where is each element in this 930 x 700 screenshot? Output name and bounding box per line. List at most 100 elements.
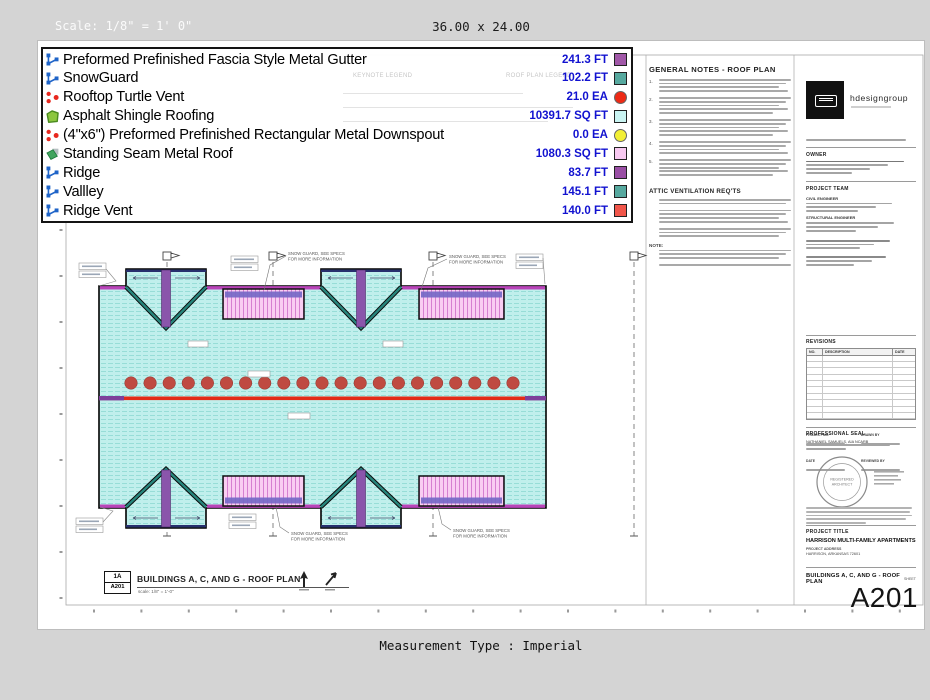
professional-seal-stamp: REGISTERED ARCHITECT — [816, 456, 904, 508]
line-icon — [45, 203, 60, 218]
legend-item-label: Standing Seam Metal Roof — [63, 145, 233, 162]
svg-text:SNOW GUARD, SEE SPECS: SNOW GUARD, SEE SPECS — [453, 528, 510, 533]
roof-plan-drawing: SNOW GUARD, SEE SPECS FOR MORE INFORMATI… — [59, 54, 924, 613]
legend-item-swatch — [614, 128, 627, 142]
firm-tagline — [851, 106, 891, 108]
revisions-table: NO. DESCRIPTION DATE — [806, 347, 916, 421]
surface-icon — [45, 146, 60, 161]
legend-panel: KEYNOTE LEGEND ROOF PLAN LEGEND Preforme… — [41, 47, 633, 223]
rev-col-date: DATE — [895, 349, 905, 354]
legend-item-swatch — [614, 147, 627, 161]
legend-item-value: 10391.7 SQ FT — [529, 110, 608, 123]
sheet-label: SHEET — [904, 577, 916, 581]
legend-item[interactable]: Vallley 145.1 FT — [45, 183, 627, 200]
north-arrow-icons — [299, 571, 337, 591]
professional-seal-section: PROFESSIONAL SEAL NATHANIEL SAMUELS, AIA… — [806, 431, 916, 452]
svg-text:SNOW GUARD, SEE SPECS: SNOW GUARD, SEE SPECS — [291, 531, 348, 536]
plan-north-icon — [299, 571, 309, 591]
view-title-rule — [137, 586, 349, 588]
section-flags — [162, 251, 648, 261]
legend-item-label: Ridge Vent — [63, 202, 133, 219]
svg-text:ARCHITECT: ARCHITECT — [832, 483, 853, 487]
legend-item-swatch — [614, 185, 627, 199]
gutter-lines — [100, 269, 545, 528]
line-icon — [45, 71, 60, 86]
svg-text:FOR MORE INFORMATION: FOR MORE INFORMATION — [449, 260, 503, 265]
legend-item[interactable]: Rooftop Turtle Vent 21.0 EA — [45, 89, 627, 106]
project-no-label: PROJECT NO. — [806, 433, 829, 438]
title-block: hdesigngroup OWNER PROJECT TEAM CIVIL EN… — [796, 55, 923, 613]
owner-label: OWNER — [806, 152, 827, 158]
revisions-label: REVISIONS — [806, 339, 836, 345]
revision-row — [807, 368, 915, 375]
view-title-bar: 1A A201 BUILDINGS A, C, AND G - ROOF PLA… — [104, 571, 404, 601]
legend-item-value: 1080.3 SQ FT — [535, 147, 608, 160]
legend-item-swatch — [614, 109, 627, 123]
measurement-type-readout: Measurement Type : Imperial — [379, 638, 583, 653]
legend-item-value: 145.1 FT — [561, 185, 608, 198]
sheet-viewport[interactable]: SNOW GUARD, SEE SPECS FOR MORE INFORMATI… — [37, 40, 925, 630]
legend-item-label: Ridge — [63, 164, 101, 181]
legend-item-label: Preformed Prefinished Fascia Style Metal… — [63, 51, 367, 68]
snow-guard-notes: SNOW GUARD, SEE SPECS FOR MORE INFORMATI… — [288, 251, 510, 542]
revision-row — [807, 400, 915, 407]
rev-col-no: NO. — [807, 348, 823, 355]
legend-item[interactable]: Preformed Prefinished Fascia Style Metal… — [45, 51, 627, 68]
legend-item-swatch — [614, 90, 627, 104]
view-callout-ref: 1A — [105, 572, 130, 583]
legend-item[interactable]: Ridge Vent 140.0 FT — [45, 202, 627, 219]
dimension-callout-bars — [79, 256, 539, 531]
attic-vent-title: ATTIC VENTILATION REQ'TS — [649, 187, 741, 195]
legend-item[interactable]: Ridge 83.7 FT — [45, 164, 627, 181]
ridge-vent-line — [99, 396, 546, 401]
note-paragraph: 3. — [649, 119, 791, 137]
legend-item[interactable]: Standing Seam Metal Roof 1080.3 SQ FT — [45, 145, 627, 162]
revision-row — [807, 355, 915, 362]
attic-note-label: NOTE: — [649, 242, 664, 248]
line-icon — [45, 184, 60, 199]
rev-col-description: DESCRIPTION — [823, 348, 893, 355]
metal-roof-areas — [222, 288, 505, 507]
true-north-icon — [325, 572, 337, 591]
legend-item-value: 140.0 FT — [561, 204, 608, 217]
svg-text:FOR MORE INFORMATION: FOR MORE INFORMATION — [288, 257, 342, 262]
legend-item-label: SnowGuard — [63, 70, 139, 87]
legend-item[interactable]: Asphalt Shingle Roofing 10391.7 SQ FT — [45, 108, 627, 125]
legend-item[interactable]: SnowGuard 102.2 FT — [45, 70, 627, 87]
callout-leaders — [98, 257, 546, 523]
legend-underlay-line — [343, 93, 523, 94]
general-notes-panel: GENERAL NOTES - ROOF PLAN 1. 2. 3. 4. 5. ATT… — [649, 65, 791, 271]
firm-logo — [806, 81, 844, 119]
owner-section: OWNER — [806, 152, 916, 176]
line-icon — [45, 165, 60, 180]
area-icon — [45, 109, 60, 124]
revision-row — [807, 387, 915, 394]
project-title-label: PROJECT TITLE — [806, 529, 849, 535]
grid-ticks-bottom — [93, 609, 901, 613]
svg-text:FOR MORE INFORMATION: FOR MORE INFORMATION — [291, 537, 345, 542]
legend-item[interactable]: (4"x6") Preformed Prefinished Rectangula… — [45, 127, 627, 144]
reviewed-by-label: REVIEWED BY — [861, 459, 885, 464]
project-team-section: PROJECT TEAM CIVIL ENGINEER STRUCTURAL E… — [806, 186, 916, 268]
general-notes-title: GENERAL NOTES - ROOF PLAN — [649, 65, 776, 74]
gable-dim-arrows — [132, 276, 396, 520]
project-title-section: PROJECT TITLE HARRISON MULTI-FAMILY APAR… — [806, 529, 916, 556]
sheet-title-section: BUILDINGS A, C, AND G - ROOF PLAN — [806, 573, 916, 585]
note-paragraph: 4. — [649, 141, 791, 156]
revision-row — [807, 393, 915, 401]
firm-name: hdesigngroup — [850, 93, 909, 103]
turtle-vent-dots — [124, 376, 520, 390]
legend-item-swatch — [614, 53, 627, 66]
team-role-structural: STRUCTURAL ENGINEER — [806, 215, 856, 221]
firm-address — [806, 139, 916, 143]
note-paragraph: 1. — [649, 79, 791, 94]
svg-text:SNOW GUARD, SEE SPECS: SNOW GUARD, SEE SPECS — [288, 251, 345, 256]
drawn-by-label: DRAWN BY — [861, 433, 880, 438]
sheet-meta: PROJECT NO. DRAWN BY DATE REVIEWED BY — [806, 423, 916, 475]
date-label: DATE — [806, 459, 815, 464]
watermark-keynote-legend: KEYNOTE LEGEND — [353, 73, 413, 79]
legend-item-value: 102.2 FT — [561, 72, 608, 85]
revision-row — [807, 374, 915, 382]
project-title: HARRISON MULTI-FAMILY APARTMENTS — [806, 537, 916, 544]
